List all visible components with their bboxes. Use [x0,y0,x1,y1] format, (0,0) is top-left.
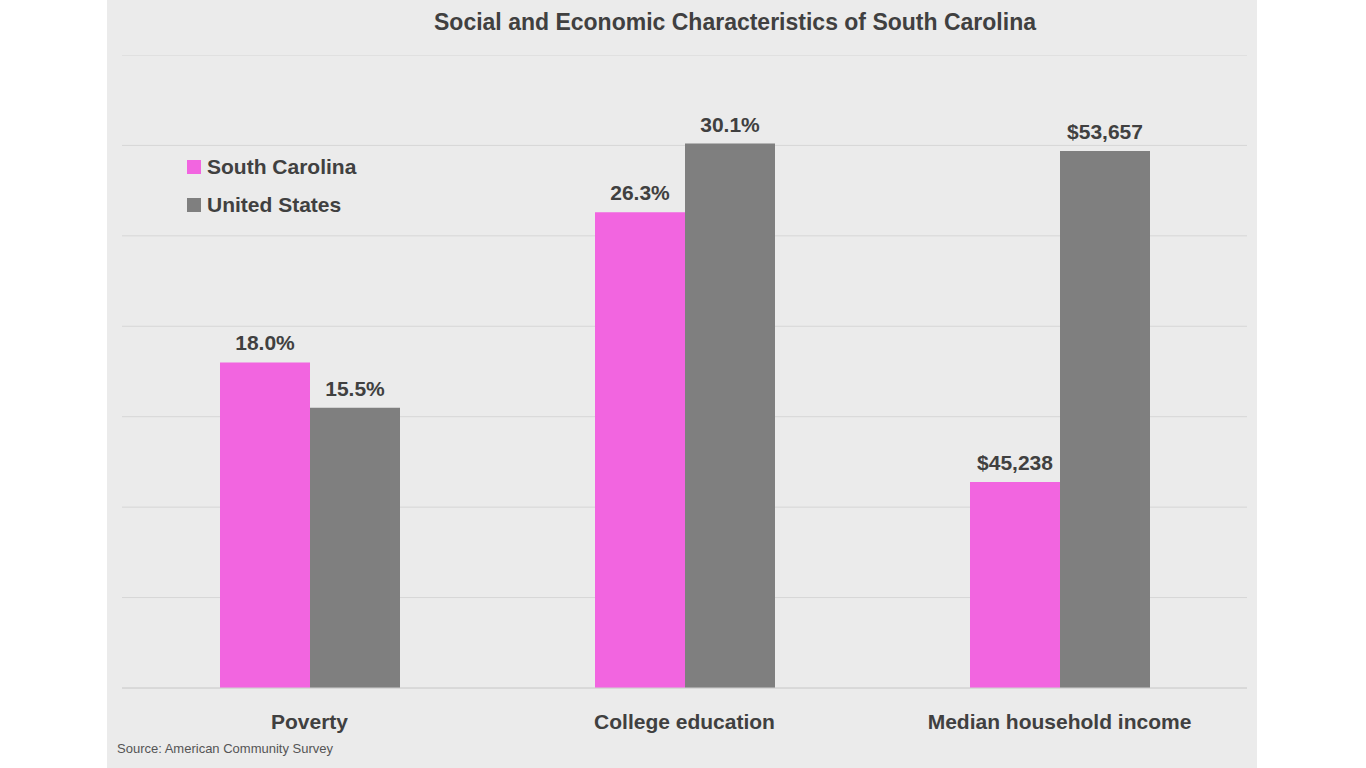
svg-text:$53,657: $53,657 [1067,120,1143,143]
svg-text:18.0%: 18.0% [235,331,295,354]
html-text:United States: United States [207,193,342,216]
svg-text:$45,238: $45,238 [977,451,1053,474]
svg-text:Median household income: Median household income [928,710,1192,733]
svg-text:Poverty: Poverty [271,710,348,733]
svg-text:26.3%: 26.3% [610,181,670,204]
html-text:Social and Economic Characteri: Social and Economic Characteristics of S… [434,9,1036,35]
svg-text:30.1%: 30.1% [700,113,760,136]
html-text:South Carolina: South Carolina [207,155,357,178]
svg-text:College education: College education [594,710,775,733]
html-text:Source: American Community Sur: Source: American Community Survey [117,741,333,756]
svg-text:15.5%: 15.5% [325,377,385,400]
